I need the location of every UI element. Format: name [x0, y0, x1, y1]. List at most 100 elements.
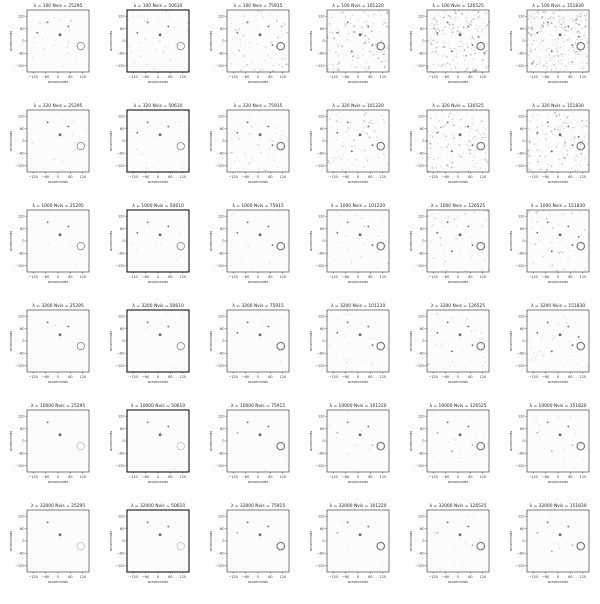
noise-speckle: [382, 559, 385, 562]
noise-speckle: [453, 549, 455, 551]
noise-speckle: [368, 51, 370, 53]
panel-title: λ = 1000 Nvis = 101220: [331, 203, 385, 209]
noise-speckle: [559, 46, 562, 49]
noise-speckle: [468, 22, 470, 24]
source-point: [246, 321, 249, 324]
noise-speckle: [477, 30, 479, 33]
source-point: [258, 533, 262, 537]
noise-speckle: [443, 42, 445, 44]
noise-speckle: [48, 243, 50, 246]
noise-speckle: [348, 32, 351, 35]
noise-speckle: [561, 26, 563, 28]
noise-speckle: [432, 455, 434, 458]
noise-speckle: [269, 13, 272, 16]
noise-speckle: [578, 31, 581, 34]
noise-speckle: [440, 120, 442, 122]
noise-speckle: [443, 33, 445, 35]
source-point: [267, 125, 270, 128]
noise-speckle: [435, 22, 438, 25]
noise-speckle: [549, 59, 551, 61]
source-point: [546, 21, 549, 24]
x-tick-label: 120: [80, 175, 86, 179]
noise-speckle: [364, 41, 367, 44]
x-axis-label: arcseconds: [48, 80, 68, 84]
noise-speckle: [432, 39, 435, 42]
noise-speckle: [368, 67, 370, 69]
source-point: [558, 533, 562, 537]
noise-speckle: [545, 11, 547, 14]
noise-speckle: [562, 60, 564, 62]
y-tick-label: −120: [15, 164, 24, 168]
noise-speckle: [158, 161, 160, 163]
noise-speckle: [527, 45, 529, 47]
noise-speckle: [446, 146, 448, 148]
noise-speckle: [365, 70, 368, 72]
noise-speckle: [469, 38, 471, 40]
source-point: [346, 221, 349, 224]
noise-speckle: [267, 54, 269, 56]
source-point: [471, 144, 474, 147]
noise-speckle: [575, 363, 577, 365]
image-area: [327, 10, 389, 72]
noise-speckle: [369, 158, 371, 160]
noise-speckle: [562, 40, 565, 43]
image-area: [527, 210, 589, 272]
noise-speckle: [554, 134, 556, 137]
noise-speckle: [435, 127, 438, 129]
noise-speckle: [356, 269, 358, 271]
noise-speckle: [529, 70, 532, 72]
x-axis-label: arcseconds: [148, 380, 168, 384]
noise-speckle: [554, 128, 556, 130]
noise-speckle: [535, 419, 537, 422]
y-axis-label: arcseconds: [509, 431, 513, 451]
y-tick-label: 0: [22, 339, 24, 343]
noise-speckle: [81, 343, 83, 345]
noise-speckle: [429, 37, 432, 40]
noise-speckle: [565, 122, 567, 124]
noise-speckle: [246, 433, 247, 434]
y-tick-label: −60: [317, 52, 324, 56]
x-tick-label: 60: [268, 175, 272, 179]
noise-speckle: [362, 359, 364, 362]
noise-speckle: [387, 262, 389, 265]
source-point: [346, 521, 349, 524]
noise-speckle: [475, 329, 477, 332]
noise-speckle: [552, 531, 554, 533]
noise-speckle: [353, 551, 355, 553]
panel-title: λ = 32000 Nvis = 25295: [31, 503, 85, 509]
source-point: [367, 525, 370, 528]
noise-speckle: [433, 33, 435, 35]
noise-speckle: [451, 360, 454, 363]
noise-speckle: [157, 31, 159, 34]
noise-speckle: [438, 29, 441, 32]
noise-speckle: [61, 169, 63, 171]
noise-speckle: [272, 140, 275, 142]
noise-speckle: [341, 11, 344, 14]
noise-speckle: [547, 234, 548, 236]
noise-speckle: [473, 242, 475, 245]
noise-speckle: [469, 53, 472, 56]
noise-speckle: [330, 31, 332, 33]
noise-speckle: [366, 24, 368, 26]
ring-source: [476, 41, 486, 51]
noise-speckle: [457, 32, 459, 34]
noise-speckle: [471, 35, 474, 38]
noise-speckle: [553, 335, 556, 338]
y-tick-label: 0: [222, 139, 224, 143]
source-point: [567, 525, 570, 528]
noise-speckle: [443, 11, 445, 13]
noise-speckle: [453, 49, 455, 51]
source-point: [146, 121, 149, 124]
noise-speckle: [544, 134, 546, 136]
noise-speckle: [485, 217, 487, 219]
y-tick-label: 0: [122, 439, 124, 443]
noise-speckle: [345, 235, 347, 237]
x-tick-label: −60: [442, 575, 449, 579]
noise-speckle: [232, 53, 235, 56]
noise-speckle: [577, 311, 579, 314]
noise-speckle: [335, 44, 337, 46]
source-point: [346, 21, 349, 24]
noise-speckle: [129, 135, 131, 137]
noise-speckle: [462, 152, 465, 154]
image-area: [427, 310, 489, 372]
